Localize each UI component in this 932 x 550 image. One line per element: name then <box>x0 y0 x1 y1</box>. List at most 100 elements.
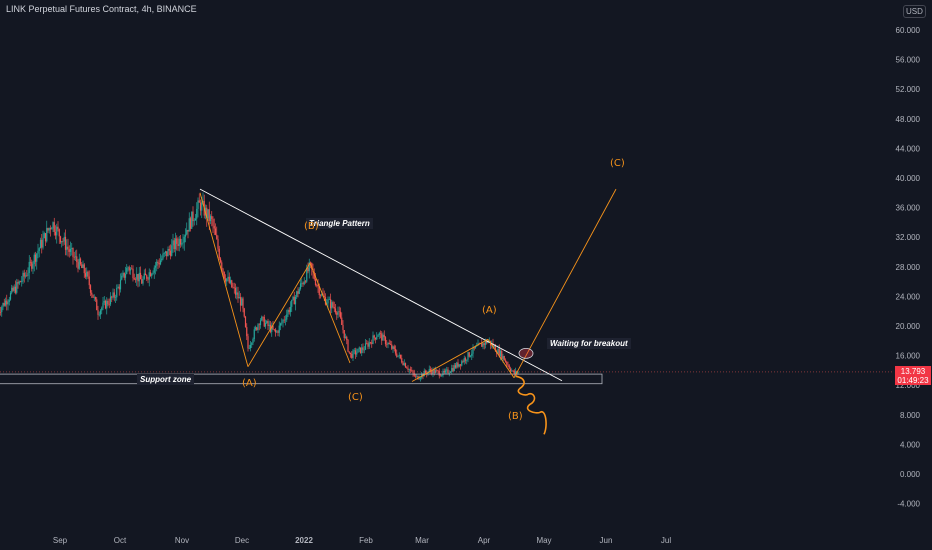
candle-body <box>156 261 158 266</box>
candle-body <box>146 275 148 279</box>
candle-body <box>219 258 222 263</box>
currency-button[interactable]: USD <box>903 5 926 18</box>
candle-body <box>174 238 177 250</box>
wave-line <box>411 338 489 382</box>
candle-body <box>202 201 204 203</box>
candle-body <box>159 260 162 265</box>
candle-body <box>74 256 77 258</box>
candle-body <box>186 229 188 235</box>
candle-body <box>509 368 512 372</box>
candle-body <box>6 300 8 305</box>
price-tick-label: 0.000 <box>900 470 921 479</box>
candle-body <box>209 216 212 222</box>
candle-body <box>251 342 253 345</box>
candle-body <box>403 363 405 366</box>
candle-body <box>239 297 242 306</box>
candle-body <box>273 329 275 330</box>
candle-body <box>456 362 458 368</box>
candle-body <box>217 238 219 249</box>
candle-body <box>68 249 70 252</box>
candle-body <box>436 370 438 371</box>
price-axis[interactable]: 60.000 56.000 52.000 48.000 44.000 40.000 36.0… <box>893 0 932 550</box>
candle-body <box>19 281 22 283</box>
candle-body <box>178 238 180 247</box>
candle-body <box>129 268 132 271</box>
candle-body <box>179 238 182 245</box>
candle-body <box>277 331 279 333</box>
candle-body <box>296 291 298 297</box>
candle-body <box>412 370 414 374</box>
candle-body <box>201 202 203 211</box>
candle-body <box>307 267 309 272</box>
candle-body <box>14 286 17 293</box>
candle-body <box>63 236 65 242</box>
candle-body <box>457 362 459 367</box>
candle-body <box>228 276 230 283</box>
price-tick-label: 20.000 <box>896 322 921 331</box>
candle-body <box>168 249 170 251</box>
candle-body <box>499 350 502 357</box>
candle-body <box>111 296 113 298</box>
time-tick-label: Jun <box>600 536 613 545</box>
candle-body <box>119 279 122 290</box>
candle-body <box>142 278 144 284</box>
candle-body <box>413 373 415 376</box>
candle-body <box>301 283 303 284</box>
candle-body <box>226 278 228 282</box>
candle-body <box>331 302 333 309</box>
price-tick-label: 52.000 <box>896 85 921 94</box>
wave-line <box>309 262 351 364</box>
candle-body <box>351 353 353 358</box>
time-axis[interactable]: Sep Oct Nov Dec 2022 Feb Mar Apr May Jun Jul <box>53 536 671 545</box>
candle-body <box>473 347 475 349</box>
candle-body <box>37 250 39 254</box>
price-tick-label: 44.000 <box>896 144 921 153</box>
candle-body <box>187 229 189 232</box>
candle-body <box>232 287 234 288</box>
candle-body <box>141 279 143 284</box>
candle-body <box>237 292 239 299</box>
candle-body <box>504 360 507 362</box>
candle-body <box>372 335 374 344</box>
time-tick-label: Nov <box>175 536 189 545</box>
candle-body <box>248 348 250 349</box>
candle-body <box>24 275 27 277</box>
candle-body <box>309 262 312 263</box>
candle-body <box>374 337 377 340</box>
candle-body <box>348 351 350 353</box>
candle-body <box>216 234 218 239</box>
candle-series <box>0 192 519 382</box>
candle-body <box>124 273 127 278</box>
candle-body <box>181 243 183 245</box>
candle-body <box>419 377 422 379</box>
candle-body <box>197 200 199 209</box>
candle-body <box>431 370 433 374</box>
time-tick-label: Feb <box>359 536 373 545</box>
candle-body <box>121 275 123 280</box>
candle-body <box>417 375 419 380</box>
candle-body <box>99 310 102 315</box>
wave-line <box>247 262 311 367</box>
candle-body <box>103 300 105 303</box>
candle-body <box>462 361 464 362</box>
candle-body <box>472 347 474 354</box>
candle-body <box>208 209 210 222</box>
candle-body <box>394 349 397 354</box>
price-tick-label: 56.000 <box>896 56 921 65</box>
candle-body <box>66 246 68 250</box>
symbol-title[interactable]: LINK Perpetual Futures Contract, 4h, BIN… <box>6 4 197 14</box>
candle-body <box>18 281 20 284</box>
candle-body <box>247 336 249 349</box>
candle-body <box>484 340 487 345</box>
candle-body <box>306 267 308 282</box>
candle-body <box>363 349 365 351</box>
candle-body <box>199 202 202 211</box>
candle-body <box>54 231 57 236</box>
wave-label: (C) <box>610 158 625 169</box>
candle-body <box>319 295 322 296</box>
candle-body <box>106 300 108 309</box>
candle-body <box>86 271 88 277</box>
candle-body <box>53 222 55 232</box>
candle-body <box>316 284 318 286</box>
